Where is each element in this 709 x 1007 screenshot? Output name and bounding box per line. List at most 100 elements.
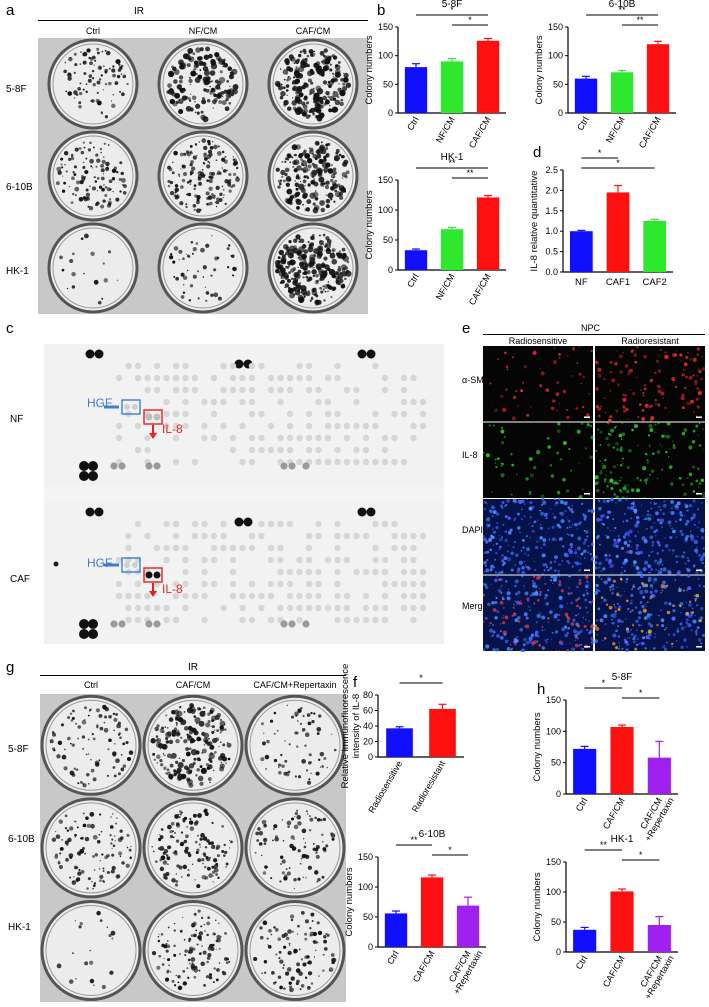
colony-dot xyxy=(341,85,348,92)
y-tick-label: 150 xyxy=(378,175,393,185)
chart-title: 6-10B xyxy=(419,829,446,840)
fluor-signal xyxy=(555,538,558,541)
array-spot xyxy=(153,620,161,628)
fluor-signal xyxy=(525,477,529,481)
colony-dot xyxy=(182,53,189,60)
fluor-signal xyxy=(575,407,579,410)
fluor-signal xyxy=(701,428,704,430)
array-spot xyxy=(115,580,123,588)
colony-dot xyxy=(206,154,212,159)
colony-dot xyxy=(294,180,296,182)
fluor-signal xyxy=(649,378,654,383)
colony-dot xyxy=(218,84,221,86)
x-tick-label-line: NF/CM xyxy=(604,115,627,145)
fluor-signal xyxy=(558,353,561,356)
fluor-signal xyxy=(692,357,697,362)
fluor-signal xyxy=(693,411,695,413)
array-spot xyxy=(258,446,265,454)
fluor-signal xyxy=(660,391,665,396)
fluor-signal xyxy=(566,559,570,563)
fluor-signal xyxy=(619,448,623,452)
fluor-signal xyxy=(582,551,585,554)
array-spot xyxy=(201,434,208,442)
colony-dot xyxy=(224,106,230,112)
colony-dot xyxy=(345,82,352,88)
hgf-box xyxy=(121,399,141,415)
colony-dot xyxy=(310,171,317,178)
fluor-signal xyxy=(495,542,498,545)
x-tick-label-line: Radiosensitive xyxy=(366,759,404,815)
colony-dot xyxy=(103,184,105,186)
fluor-signal xyxy=(605,436,609,441)
array-spot xyxy=(419,532,427,540)
fluor-signal xyxy=(612,482,615,485)
colony-dot xyxy=(173,275,176,278)
fluor-signal xyxy=(531,524,534,528)
fluor-signal xyxy=(557,422,561,426)
array-spot xyxy=(391,434,398,442)
colony-dot xyxy=(325,180,330,185)
colony-dot xyxy=(323,256,328,261)
fluor-signal xyxy=(501,462,505,466)
colony-dot xyxy=(312,261,316,265)
colony-dot xyxy=(100,111,103,114)
colony-dot xyxy=(301,111,307,117)
fluor-signal xyxy=(650,469,655,474)
array-spot xyxy=(144,532,151,540)
colony-dot xyxy=(186,269,189,272)
fluor-signal xyxy=(696,375,698,377)
colony-dot xyxy=(180,295,185,299)
fluor-signal xyxy=(505,365,509,369)
fluor-signal xyxy=(623,410,626,413)
colony-dot xyxy=(203,70,210,77)
colony-dot xyxy=(218,62,220,64)
array-spot xyxy=(277,556,284,564)
array-spot xyxy=(343,556,351,564)
colony-dot xyxy=(96,47,100,51)
array-spot xyxy=(124,562,130,568)
colony-dot xyxy=(79,91,83,96)
colony-dot xyxy=(111,168,117,174)
colony-dot xyxy=(116,279,119,282)
fluor-signal xyxy=(627,371,631,376)
colony-dot xyxy=(342,188,346,192)
fluor-signal xyxy=(664,406,668,410)
colony-dot xyxy=(210,274,213,277)
colony-dot xyxy=(110,100,113,102)
array-spot xyxy=(305,374,313,382)
colony-dot xyxy=(320,141,323,144)
colony-dot xyxy=(331,72,335,75)
colony-dot xyxy=(65,170,68,173)
colony-dot xyxy=(210,58,216,65)
colony-dot xyxy=(189,179,193,183)
array-spot xyxy=(410,568,417,576)
fluor-signal xyxy=(576,528,578,530)
array-spot xyxy=(305,386,313,394)
array-spot xyxy=(248,580,256,588)
colony-dot xyxy=(331,55,334,57)
y-axis-label: Colony numbers xyxy=(364,35,375,104)
colony-dot xyxy=(91,99,95,103)
colony-dot xyxy=(96,201,100,205)
array-spot xyxy=(410,604,417,612)
colony-dot xyxy=(79,63,82,65)
array-spot xyxy=(125,592,132,600)
array-spot xyxy=(362,434,370,442)
fluor-signal xyxy=(494,408,498,413)
x-tick-label-line: CAF/CM xyxy=(601,954,627,989)
fluor-signal xyxy=(603,378,606,380)
colony-dot xyxy=(319,275,325,281)
fluor-signal xyxy=(645,482,648,485)
fluor-signal xyxy=(605,474,607,476)
colony-dot xyxy=(286,106,292,111)
colony-dot xyxy=(213,92,216,96)
array-spot xyxy=(296,434,303,442)
colony-dot xyxy=(225,92,232,99)
array-spot xyxy=(353,446,360,454)
colony-dot xyxy=(289,161,292,164)
panel-a-dish-grid xyxy=(38,38,368,314)
colony-dot xyxy=(186,193,189,196)
colony-dot xyxy=(181,178,186,183)
array-spot xyxy=(372,544,379,552)
